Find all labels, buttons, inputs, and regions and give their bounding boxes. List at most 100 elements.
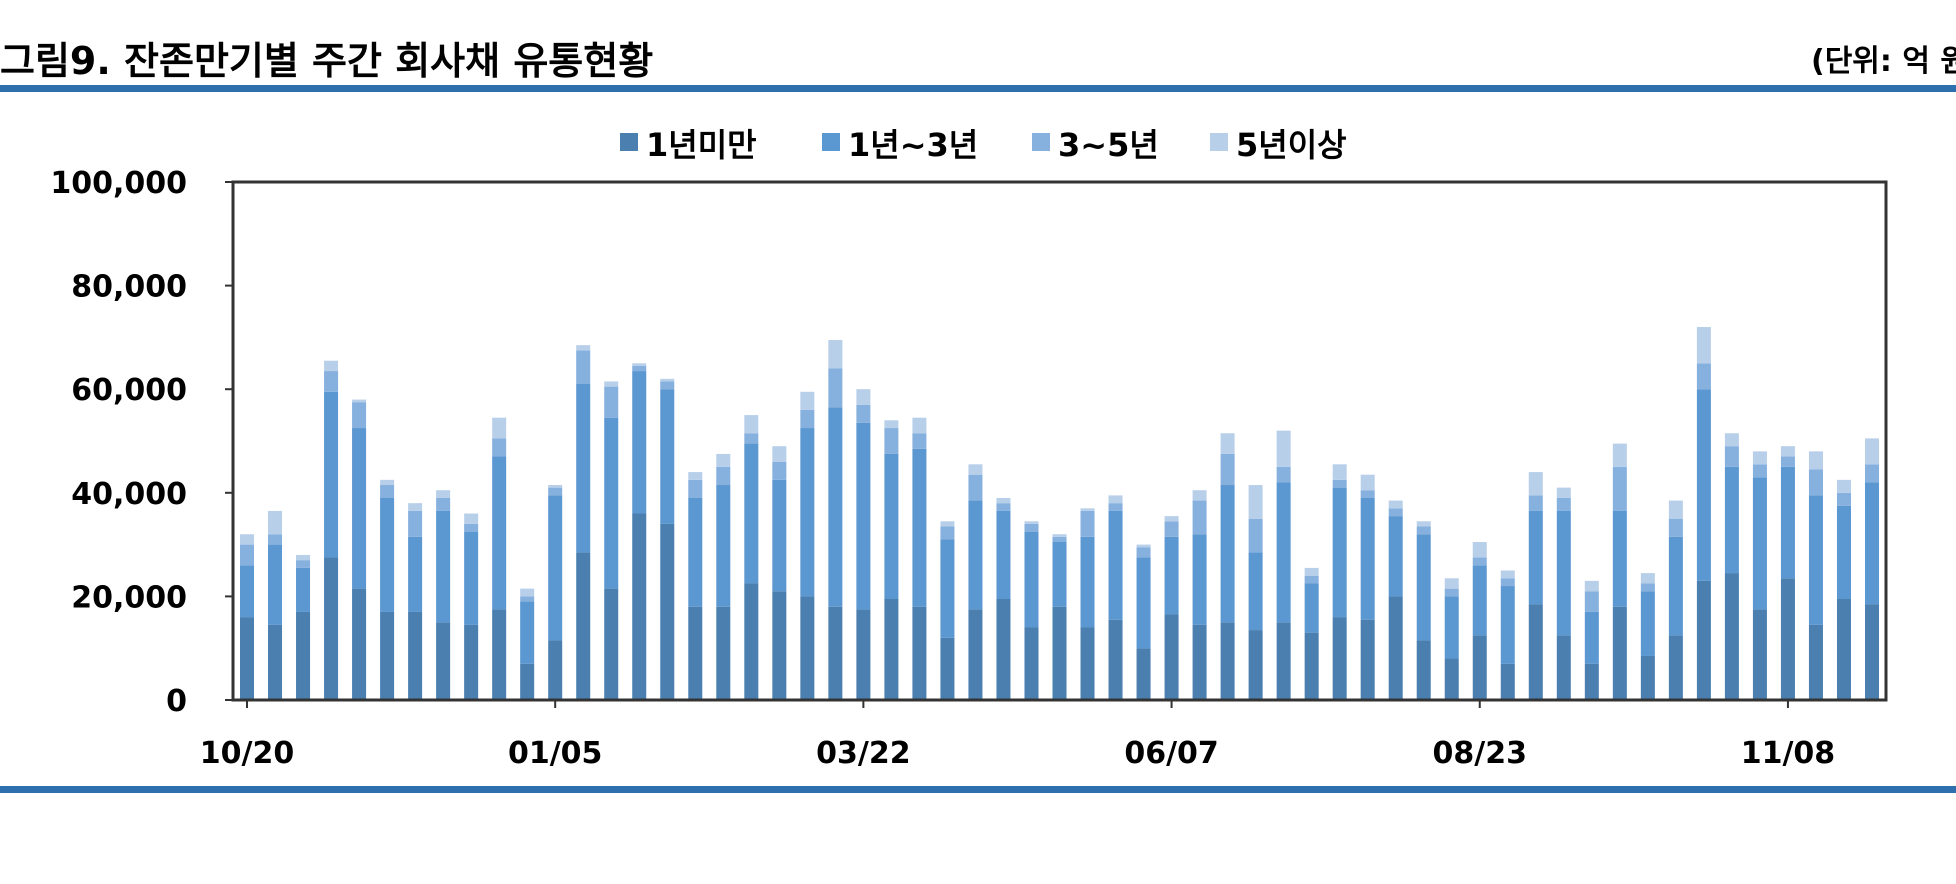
y-axis-ticks: 0 20,000 40,000 60,000 80,000 100,000 xyxy=(50,166,233,719)
legend-label: 5년이상 xyxy=(1236,126,1347,164)
bar-segment-s3-6 xyxy=(408,503,423,511)
bar-segment-s1-35 xyxy=(1220,485,1235,623)
bar-segment-s2-5 xyxy=(380,485,395,498)
bar-segment-s3-20 xyxy=(800,391,815,410)
bar-segment-s2-16 xyxy=(688,479,703,498)
bar-segment-s3-40 xyxy=(1360,474,1375,491)
bar-segment-s0-2 xyxy=(296,611,311,700)
bar-segment-s2-22 xyxy=(856,404,871,423)
bar-segment-s1-10 xyxy=(520,601,535,664)
bar-segment-s2-41 xyxy=(1388,508,1403,517)
bar-segment-s1-53 xyxy=(1724,466,1739,574)
bar-segment-s0-20 xyxy=(800,596,815,700)
legend-swatch xyxy=(822,133,840,151)
bar-segment-s2-12 xyxy=(576,350,591,385)
bar-segment-s0-18 xyxy=(744,583,759,700)
bar-segment-s0-56 xyxy=(1808,624,1823,700)
bar-segment-s3-10 xyxy=(520,588,535,597)
bar-segment-s3-22 xyxy=(856,389,871,405)
bar-segment-s3-5 xyxy=(380,479,395,486)
bar-segment-s1-30 xyxy=(1080,536,1095,628)
bar-segment-s3-54 xyxy=(1752,451,1767,465)
bar-segment-s2-27 xyxy=(996,503,1011,511)
bar-segment-s0-16 xyxy=(688,606,703,700)
bar-segment-s1-21 xyxy=(828,407,843,607)
bar-segment-s1-1 xyxy=(268,544,283,625)
bar-segment-s0-35 xyxy=(1220,622,1235,700)
bar-segment-s3-19 xyxy=(772,446,787,462)
bar-segment-s1-57 xyxy=(1836,505,1851,599)
y-tick-label: 40,000 xyxy=(71,477,187,512)
bar-segment-s2-29 xyxy=(1052,536,1067,543)
bar-segment-s0-21 xyxy=(828,606,843,700)
legend-swatch xyxy=(1210,133,1228,151)
bar-segment-s2-55 xyxy=(1780,456,1795,467)
bar-segment-s0-15 xyxy=(660,523,675,700)
bar-segment-s2-32 xyxy=(1136,547,1151,558)
bar-segment-s3-13 xyxy=(604,381,619,387)
bar-segment-s1-14 xyxy=(632,371,647,514)
bar-segment-s1-54 xyxy=(1752,477,1767,610)
x-tick-label: 08/23 xyxy=(1433,736,1527,771)
bar-segment-s1-33 xyxy=(1164,536,1179,615)
bar-segment-s2-52 xyxy=(1696,363,1711,390)
bar-segment-s1-49 xyxy=(1612,510,1627,607)
bar-segment-s1-8 xyxy=(464,531,479,625)
bar-segment-s3-42 xyxy=(1416,521,1431,527)
bar-segment-s1-32 xyxy=(1136,557,1151,649)
bar-segment-s1-18 xyxy=(744,443,759,584)
bar-segment-s1-24 xyxy=(912,448,927,607)
bar-segment-s0-58 xyxy=(1864,604,1879,700)
bar-segment-s2-14 xyxy=(632,365,647,372)
bar-segment-s1-23 xyxy=(884,453,899,599)
bar-segment-s0-37 xyxy=(1276,622,1291,700)
bar-segment-s0-23 xyxy=(884,598,899,700)
bar-segment-s2-3 xyxy=(324,371,339,392)
bar-segment-s3-39 xyxy=(1332,464,1347,480)
bar-segment-s0-52 xyxy=(1696,580,1711,700)
bar-segment-s2-21 xyxy=(828,368,843,408)
bar-segment-s0-32 xyxy=(1136,648,1151,700)
bar-segment-s1-51 xyxy=(1668,536,1683,636)
bar-segment-s2-34 xyxy=(1192,500,1207,535)
bar-segment-s3-53 xyxy=(1724,433,1739,447)
bar-segment-s2-23 xyxy=(884,428,899,454)
bar-segment-s0-30 xyxy=(1080,627,1095,700)
bar-segment-s2-56 xyxy=(1808,469,1823,496)
bar-segment-s0-38 xyxy=(1304,632,1319,700)
bar-segment-s1-5 xyxy=(380,497,395,612)
bar-segment-s1-4 xyxy=(352,428,367,589)
bar-segment-s2-38 xyxy=(1304,575,1319,584)
bar-segment-s3-55 xyxy=(1780,446,1795,457)
bar-segment-s0-7 xyxy=(436,622,451,700)
bar-segment-s2-51 xyxy=(1668,518,1683,537)
bar-segment-s3-28 xyxy=(1024,521,1039,524)
bar-segment-s2-25 xyxy=(940,526,955,540)
bar-segment-s3-9 xyxy=(492,417,507,439)
bar-segment-s3-37 xyxy=(1276,430,1291,467)
bar-segment-s3-21 xyxy=(828,339,843,369)
bar-segment-s1-36 xyxy=(1248,552,1263,631)
top-rule xyxy=(0,85,1956,92)
bar-segment-s1-2 xyxy=(296,567,311,612)
bar-segment-s1-34 xyxy=(1192,534,1207,625)
x-tick-label: 03/22 xyxy=(816,736,910,771)
unit-label: (단위: 억 원 xyxy=(1811,44,1956,79)
bar-segment-s3-30 xyxy=(1080,508,1095,511)
bar-segment-s3-34 xyxy=(1192,490,1207,501)
bar-segment-s3-27 xyxy=(996,497,1011,504)
bar-segment-s2-18 xyxy=(744,433,759,444)
bar-segment-s0-42 xyxy=(1416,640,1431,700)
bar-segment-s0-53 xyxy=(1724,573,1739,700)
bar-segment-s1-50 xyxy=(1640,591,1655,656)
bar-segment-s0-48 xyxy=(1584,663,1599,700)
bar-segment-s3-49 xyxy=(1612,443,1627,467)
bar-segment-s1-31 xyxy=(1108,510,1123,620)
bar-segment-s1-17 xyxy=(716,485,731,607)
bar-segment-s3-44 xyxy=(1472,542,1487,558)
bar-segment-s1-48 xyxy=(1584,611,1599,664)
bar-segment-s2-45 xyxy=(1500,578,1515,587)
bar-segment-s3-17 xyxy=(716,453,731,467)
bar-segment-s2-17 xyxy=(716,466,731,486)
bar-segment-s0-9 xyxy=(492,609,507,700)
